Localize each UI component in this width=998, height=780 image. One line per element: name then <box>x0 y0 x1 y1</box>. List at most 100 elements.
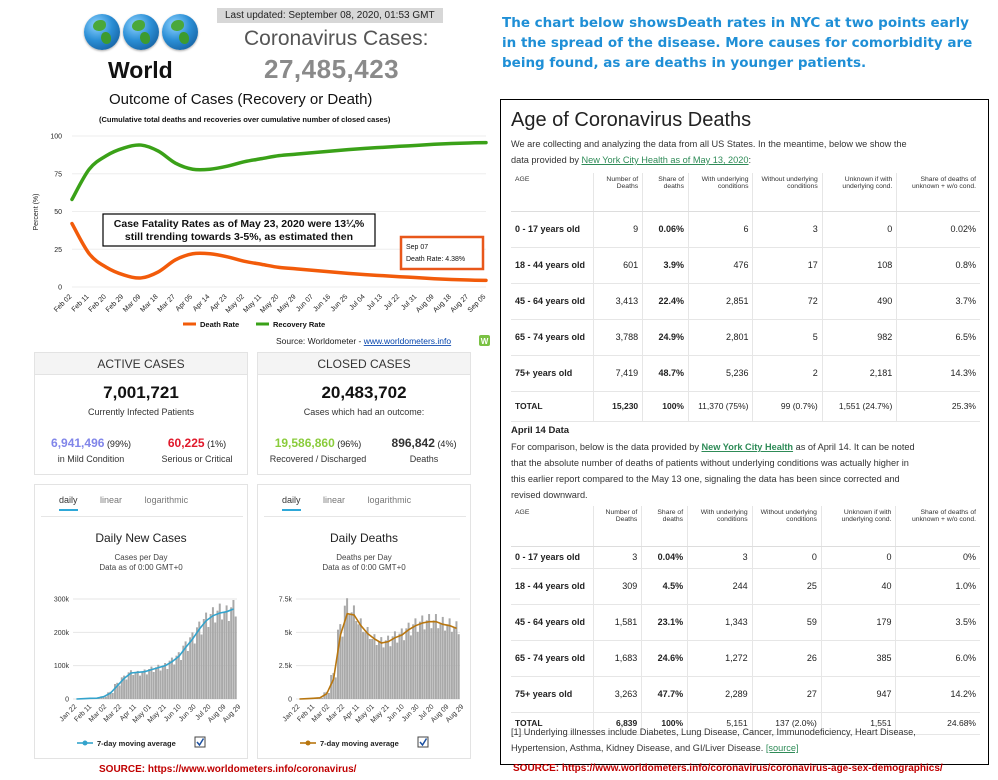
table-cell: 6.0% <box>895 640 980 677</box>
table-cell: 65 - 74 years old <box>511 640 593 677</box>
closed-cases-panel: CLOSED CASES 20,483,702 Cases which had … <box>257 352 471 475</box>
table-cell: 137 (2.0%) <box>751 712 822 735</box>
source-link[interactable]: [source] <box>765 743 799 753</box>
y-tick-label: 50 <box>54 209 62 216</box>
table-cell: 490 <box>821 283 897 320</box>
intro-prefix: data provided by <box>511 155 582 165</box>
bar <box>348 615 351 699</box>
bar <box>457 634 460 699</box>
table-cell: 3 <box>592 546 642 569</box>
table-cell: 75+ years old <box>511 355 593 392</box>
tooltip-rate: Death Rate: 4.38% <box>406 256 465 263</box>
last-updated: Last updated: September 08, 2020, 01:53 … <box>217 8 443 23</box>
deaths-value: 896,842 <box>391 436 435 450</box>
bar <box>437 628 440 699</box>
bar <box>152 672 155 699</box>
bar <box>371 639 374 699</box>
table-cell: 3.5% <box>895 604 980 641</box>
cases-number: 27,485,423 <box>264 54 400 84</box>
april-paragraph: For comparison, below is the data provid… <box>511 439 977 503</box>
table-cell: 2,851 <box>687 283 753 320</box>
x-tick-label: Jul 04 <box>349 293 367 311</box>
bar <box>364 632 367 699</box>
bar <box>355 621 358 699</box>
annotation-line: Case Fatality Rates as of May 23, 2020 w… <box>114 218 365 230</box>
bar <box>321 697 324 699</box>
column-header: Number of Deaths <box>592 173 643 212</box>
active-cases-heading: ACTIVE CASES <box>35 353 247 375</box>
y-tick-label: 0 <box>288 697 292 704</box>
bar <box>384 640 387 699</box>
table-row: 45 - 64 years old 3,413 22.4% 2,851 72 490 3.7… <box>511 283 980 320</box>
bar <box>414 618 417 699</box>
bar <box>111 693 114 699</box>
x-tick-label: Jun 25 <box>330 293 350 313</box>
table-cell: 6.5% <box>896 319 980 356</box>
bar <box>407 622 410 699</box>
table-cell: 47.7% <box>641 676 688 713</box>
bar <box>396 642 399 699</box>
blurb-line-2: in the spread of the disease. More cause… <box>502 35 973 51</box>
source-link[interactable]: www.worldometers.info <box>363 336 452 346</box>
y-tick-label: 2.5k <box>279 663 293 670</box>
globe-icon <box>84 14 120 50</box>
bar <box>186 651 189 699</box>
tab-linear[interactable]: linear <box>100 495 123 505</box>
bar <box>109 691 112 699</box>
bar <box>166 669 169 699</box>
table-cell: 0.04% <box>641 546 688 569</box>
tab-logarithmic[interactable]: logarithmic <box>367 495 412 505</box>
table-cell: 5 <box>752 319 823 356</box>
recovered-value: 19,586,860 <box>274 436 335 450</box>
table-cell: 17 <box>752 247 823 284</box>
tab-linear[interactable]: linear <box>323 495 346 505</box>
tab-daily[interactable]: daily <box>282 495 301 511</box>
serious-condition-stat: 60,225 (1%) Serious or Critical <box>145 436 249 464</box>
bar <box>400 628 403 699</box>
bar <box>145 674 148 699</box>
mild-condition-stat: 6,941,496 (99%) in Mild Condition <box>39 436 143 464</box>
tab-daily[interactable]: daily <box>59 495 78 511</box>
table-cell: 100% <box>642 391 689 422</box>
table-cell: 3,263 <box>592 676 642 713</box>
table-cell: TOTAL <box>511 712 593 735</box>
bar <box>139 675 142 699</box>
legend-checkbox[interactable] <box>194 736 206 748</box>
x-tick-label: Sep 05 <box>467 293 488 314</box>
bar <box>148 669 151 699</box>
table-cell: 0 - 17 years old <box>511 546 593 569</box>
table-cell: 385 <box>820 640 896 677</box>
table-cell: 108 <box>821 247 897 284</box>
deaths-subtitle: Deaths per Day Data as of 0:00 GMT+0 <box>258 553 470 573</box>
april-heading: April 14 Data <box>511 425 570 436</box>
legend-checkbox[interactable] <box>417 736 429 748</box>
bar <box>373 634 376 699</box>
table-cell: 72 <box>752 283 823 320</box>
bar <box>102 696 105 699</box>
table-cell: 15,230 <box>592 391 643 422</box>
deaths-stat: 896,842 (4%) Deaths <box>376 436 472 464</box>
nyc-health-april-link[interactable]: New York City Health <box>701 442 794 452</box>
bar <box>446 624 449 699</box>
table-cell: 100% <box>641 712 688 735</box>
bar <box>184 641 187 699</box>
nyc-health-may-link[interactable]: New York City Health as of May 13, 2020 <box>581 155 749 165</box>
table-cell: 3 <box>752 211 823 248</box>
table-cell: 9 <box>592 211 643 248</box>
age-of-deaths-article: Age of Coronavirus Deaths We are collect… <box>500 99 989 765</box>
table-cell: 45 - 64 years old <box>511 604 593 641</box>
x-tick-label: Jul 13 <box>366 293 384 311</box>
bar <box>175 655 178 699</box>
table-cell: 309 <box>592 568 642 605</box>
table-cell: 179 <box>820 604 896 641</box>
x-tick-label: Feb 20 <box>88 293 108 313</box>
table-cell: TOTAL <box>511 391 593 422</box>
serious-value: 60,225 <box>167 436 205 450</box>
table-cell: 476 <box>687 247 753 284</box>
tab-logarithmic[interactable]: logarithmic <box>144 495 189 505</box>
table-cell: 1,551 <box>820 712 896 735</box>
footnote-line-1: [1] Underlying illnesses include Diabete… <box>511 727 916 737</box>
bar <box>180 660 183 699</box>
table-row: 65 - 74 years old 3,788 24.9% 2,801 5 982 6.5% <box>511 319 980 356</box>
table-cell: 0.06% <box>642 211 689 248</box>
